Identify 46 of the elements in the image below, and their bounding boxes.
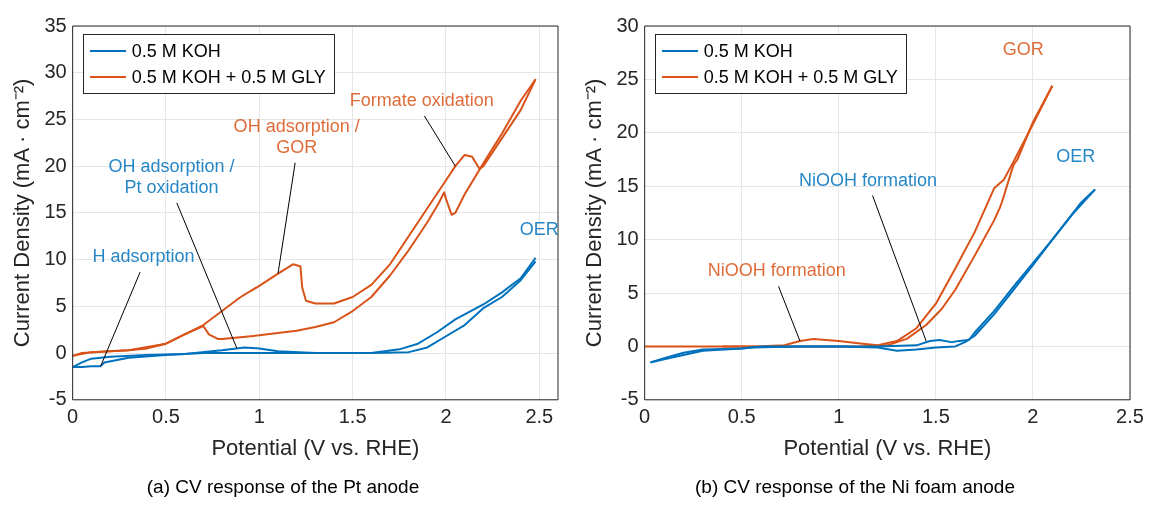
y-tick-label: 25: [44, 106, 67, 129]
annotation: NiOOH formation: [798, 169, 937, 190]
x-tick-label: 0.5: [152, 405, 180, 428]
y-tick-label: 20: [616, 120, 639, 143]
y-tick-label: 25: [616, 66, 639, 89]
annotation: OER: [1056, 146, 1096, 167]
y-tick-label: 35: [44, 13, 67, 36]
y-tick-label: 15: [616, 173, 639, 196]
y-tick-label: 10: [616, 227, 639, 250]
y-tick-label: 0: [627, 333, 639, 356]
y-tick-label: 5: [627, 280, 639, 303]
y-tick-label: 30: [616, 13, 639, 36]
y-tick-label: -5: [48, 387, 67, 410]
x-tick-label: 1: [833, 405, 845, 428]
annotation: OER: [519, 218, 559, 239]
y-tick-label: 5: [55, 293, 67, 316]
y-tick-label: 0: [55, 340, 67, 363]
x-tick-label: 0.5: [727, 405, 756, 428]
x-axis-title: Potential (V vs. RHE): [783, 435, 992, 461]
legend-label: 0.5 M KOH + 0.5 M GLY: [703, 66, 898, 88]
text: (a) CV response of the Pt anode: [146, 475, 420, 497]
legend-label: 0.5 M KOH: [131, 40, 221, 62]
annotation: GOR: [1002, 39, 1044, 60]
x-tick-label: 2.5: [525, 405, 554, 428]
y-tick-label: 15: [44, 200, 67, 223]
x-tick-label: 2.5: [1116, 405, 1144, 428]
legend-label: 0.5 M KOH: [703, 40, 793, 62]
x-tick-label: 2: [440, 405, 452, 428]
x-tick-label: 2: [1027, 405, 1039, 428]
y-axis-title: Current Density (mA · cm⁻²): [9, 78, 35, 348]
y-tick-label: 30: [44, 60, 67, 83]
y-tick-label: 20: [44, 153, 67, 176]
y-tick-label: 10: [44, 247, 67, 270]
annotation: OH adsorption / Pt oxidation: [108, 155, 235, 197]
legend-label: 0.5 M KOH + 0.5 M GLY: [131, 66, 326, 88]
text: (b) CV response of the Ni foam anode: [694, 475, 1016, 497]
annotation: OH adsorption / GOR: [233, 115, 360, 157]
y-tick-label: -5: [620, 387, 639, 410]
x-tick-label: 1.5: [921, 405, 950, 428]
annotation: Formate oxidation: [349, 89, 494, 110]
annotation: H adsorption: [92, 246, 195, 266]
y-axis-title: Current Density (mA · cm⁻²): [581, 78, 607, 348]
annotation: NiOOH formation: [707, 260, 846, 281]
x-tick-label: 1: [253, 405, 265, 428]
x-axis-title: Potential (V vs. RHE): [211, 435, 420, 461]
x-tick-label: 1.5: [338, 405, 367, 428]
